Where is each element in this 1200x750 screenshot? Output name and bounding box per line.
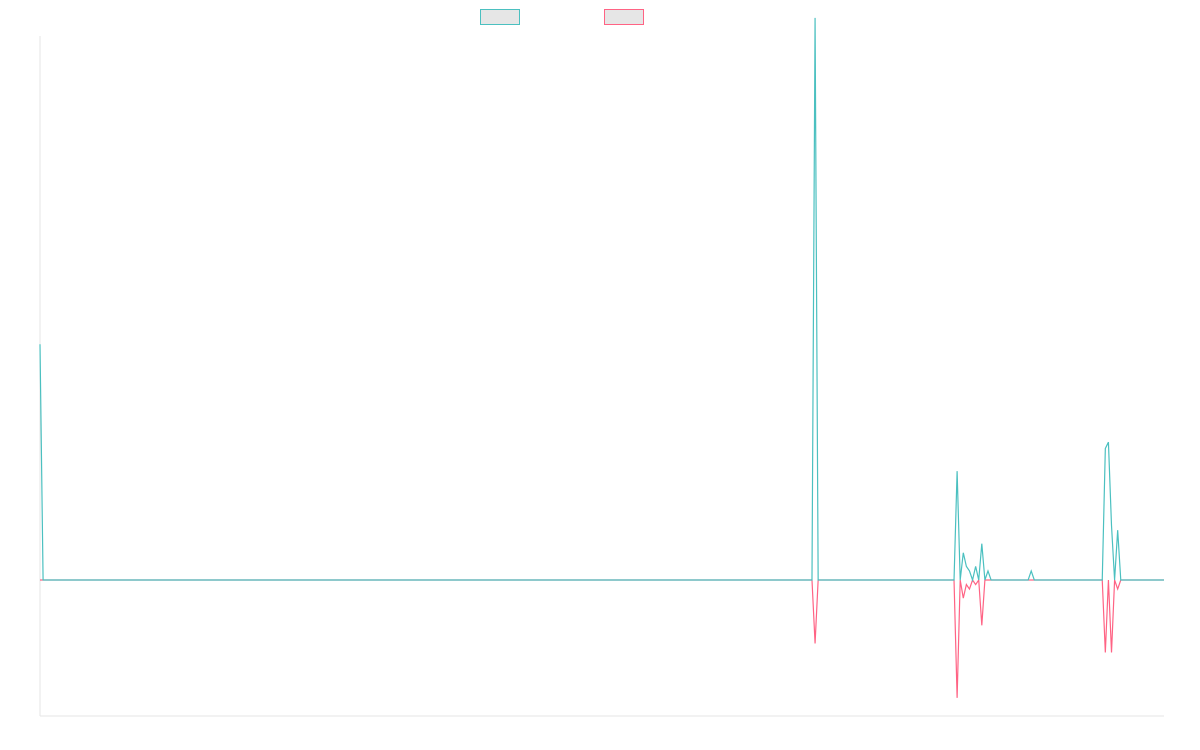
series-line-1	[39, 17, 1164, 583]
legend	[480, 9, 650, 27]
series-layer	[39, 17, 1164, 698]
series-line-2	[40, 578, 1164, 698]
legend-item-series-2[interactable]	[604, 9, 644, 25]
legend-item-series-1[interactable]	[480, 9, 520, 25]
